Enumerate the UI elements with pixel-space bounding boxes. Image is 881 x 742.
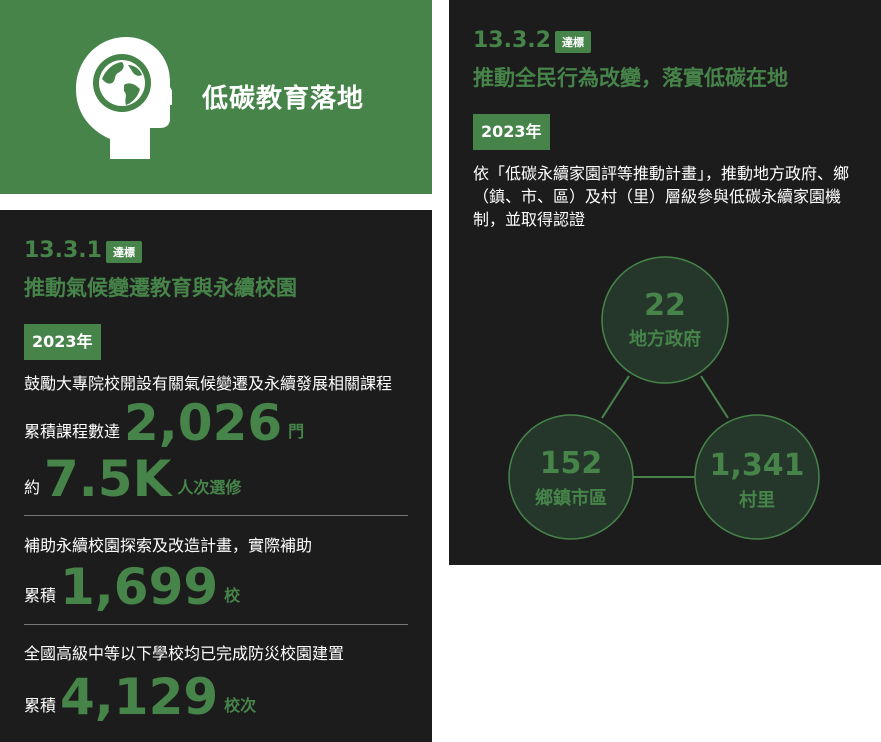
divider <box>24 515 408 516</box>
township-label: 鄉鎮市區 <box>535 488 607 509</box>
goal-13-3-1-panel: 13.3.1 達標 推動氣候變遷教育與永續校園 2023年 鼓勵大專院校開設有關… <box>0 210 432 742</box>
year-badge: 2023年 <box>473 114 550 150</box>
township-count: 152 <box>539 446 603 481</box>
campus-subsidy-prefix: 累積 <box>24 586 57 605</box>
course-count-unit: 門 <box>288 422 305 441</box>
campus-subsidy-description: 補助永續校園探索及改造計畫，實際補助 <box>24 536 313 555</box>
campus-subsidy-unit: 校 <box>224 586 241 605</box>
village-label: 村里 <box>739 490 775 511</box>
enrollment-prefix: 約 <box>24 478 41 497</box>
course-count-prefix: 累積課程數達 <box>24 422 121 441</box>
node-circle-village <box>694 414 820 540</box>
disaster-campus-row: 累積 4,129 校次 <box>24 672 256 722</box>
disaster-campus-unit: 校次 <box>224 696 257 715</box>
head-globe-icon <box>76 37 172 159</box>
campus-subsidy-row: 累積 1,699 校 <box>24 562 240 612</box>
connector-line <box>601 375 630 419</box>
node-circle-township <box>508 414 634 540</box>
course-description: 鼓勵大專院校開設有關氣候變遷及永續發展相關課程 <box>24 374 393 393</box>
course-count-row: 累積課程數達 2,026 門 <box>24 398 304 448</box>
disaster-campus-value: 4,129 <box>60 668 219 726</box>
banner-title: 低碳教育落地 <box>202 84 365 114</box>
enrollment-unit: 人次選修 <box>177 478 242 497</box>
enrollment-row: 約 7.5K 人次選修 <box>24 454 241 504</box>
year-badge: 2023年 <box>24 324 101 360</box>
certification-description: 依「低碳永續家園評等推動計畫」，推動地方政府、鄉（鎮、市、區）及村（里）層級參與… <box>473 164 850 229</box>
goal-subtitle: 推動氣候變遷教育與永續校園 <box>24 276 297 300</box>
village-count: 1,341 <box>709 448 805 483</box>
disaster-campus-description: 全國高級中等以下學校均已完成防災校園建置 <box>24 644 345 663</box>
participation-diagram <box>508 256 820 540</box>
local-gov-count: 22 <box>644 288 686 323</box>
node-circle-local-gov <box>601 256 729 384</box>
campus-subsidy-value: 1,699 <box>60 558 219 616</box>
goal-13-3-2-panel: 13.3.2 達標 推動全民行為改變，落實低碳在地 2023年 依「低碳永續家園… <box>449 0 881 565</box>
goal-code: 13.3.1 <box>24 238 102 263</box>
goal-code: 13.3.2 <box>473 28 551 53</box>
goal-subtitle: 推動全民行為改變，落實低碳在地 <box>473 66 788 90</box>
course-count-value: 2,026 <box>124 394 283 452</box>
enrollment-value: 7.5K <box>44 450 172 508</box>
banner: 低碳教育落地 <box>0 0 432 194</box>
status-badge: 達標 <box>106 241 142 263</box>
divider <box>24 624 408 625</box>
local-gov-label: 地方政府 <box>629 329 701 350</box>
disaster-campus-prefix: 累積 <box>24 696 57 715</box>
connector-line <box>700 375 729 419</box>
status-badge: 達標 <box>555 31 591 53</box>
